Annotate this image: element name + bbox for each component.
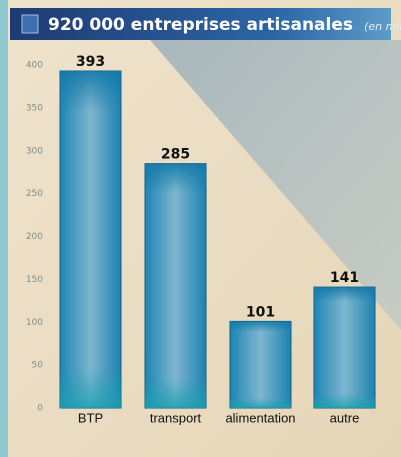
value-label: 285 (161, 147, 190, 163)
bar-shade (314, 287, 375, 408)
y-tick-label: 400 (26, 61, 43, 71)
y-tick-label: 150 (26, 275, 43, 285)
y-tick-label: 350 (26, 103, 43, 113)
y-tick-label: 200 (26, 232, 43, 242)
title-bar (10, 8, 391, 40)
value-label: 141 (330, 270, 359, 286)
y-tick-label: 50 (32, 361, 44, 371)
x-tick-label: BTP (78, 410, 103, 425)
value-label: 101 (246, 304, 275, 320)
bar-shade (60, 71, 121, 408)
bar-shade (145, 163, 206, 408)
x-tick-label: alimentation (225, 410, 295, 425)
y-tick-label: 0 (37, 404, 43, 414)
y-tick-label: 250 (26, 189, 43, 199)
x-tick-label: autre (330, 410, 360, 425)
y-tick-label: 100 (26, 318, 43, 328)
title-icon (21, 14, 39, 34)
bar-shade (230, 321, 291, 408)
chart-title: 920 000 entreprises artisanales (en mill… (48, 15, 401, 35)
title: 920 000 entreprises artisanales (48, 15, 353, 35)
subtitle: (en milliers) (364, 20, 401, 33)
background-shape (150, 40, 401, 330)
x-tick-label: transport (150, 410, 202, 425)
y-tick-label: 300 (26, 146, 43, 156)
value-label: 393 (76, 54, 105, 70)
